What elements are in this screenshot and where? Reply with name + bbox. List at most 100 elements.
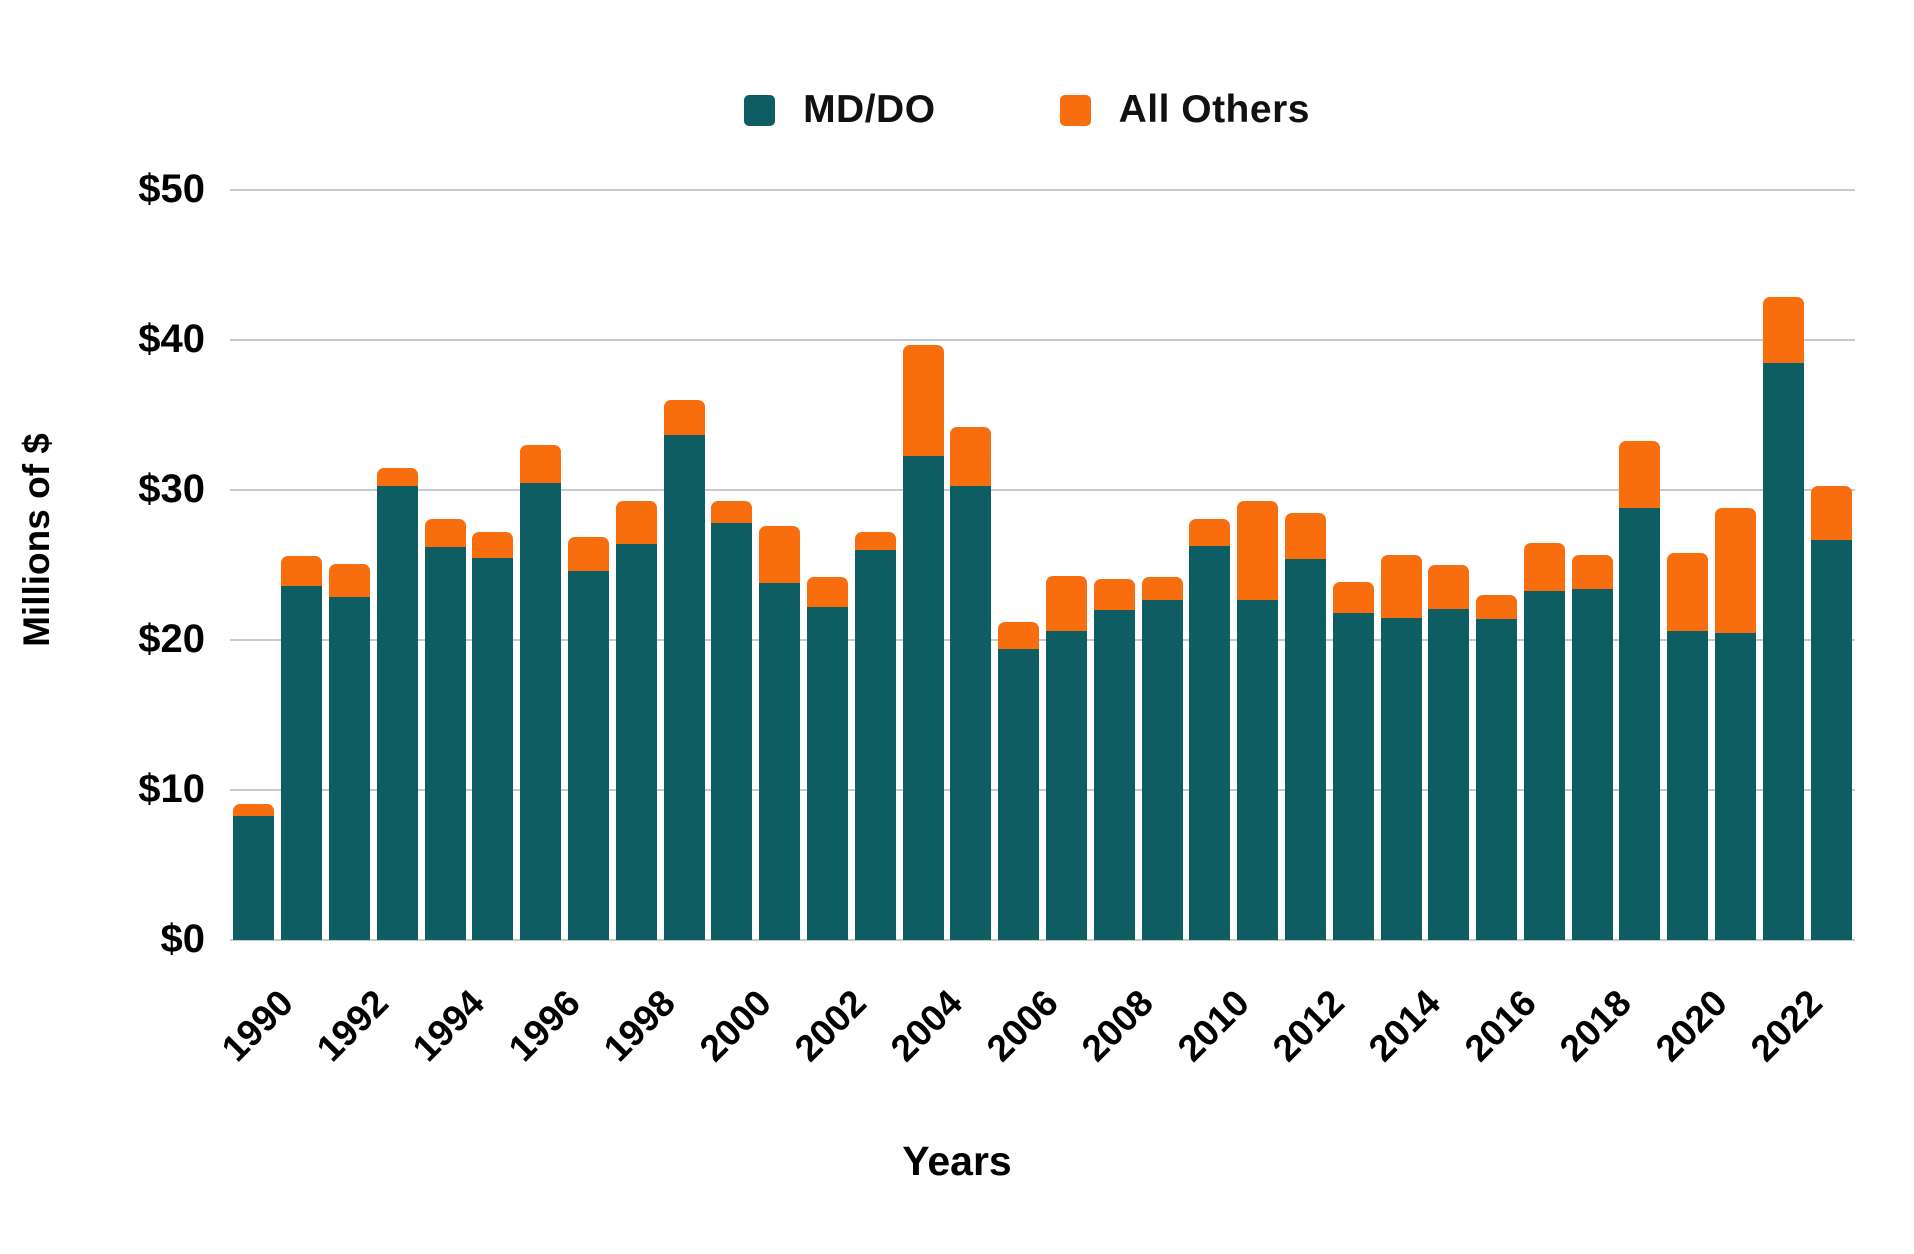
bar-2023-all-others-segment: [1810, 485, 1852, 540]
bar-1991-all-others-segment: [281, 556, 323, 586]
x-tick-label-1992: 1992: [309, 982, 397, 1070]
bar-1993-mddo-segment: [376, 485, 418, 940]
bar-2016-all-others-segment: [1476, 595, 1517, 619]
bar-2011-mddo-segment: [1237, 599, 1279, 940]
legend-item-mddo: MD/DO: [744, 88, 936, 132]
bar-2000-all-others-segment: [711, 500, 753, 523]
y-tick-label-20: $20: [138, 617, 205, 661]
x-tick-label-2008: 2008: [1073, 982, 1162, 1070]
bar-1999-all-others-segment: [663, 400, 705, 435]
bar-2009-all-others-segment: [1141, 577, 1183, 600]
bar-2014-mddo-segment: [1380, 617, 1422, 940]
bar-2007-mddo-segment: [1045, 631, 1087, 940]
x-tick-label-2006: 2006: [978, 982, 1066, 1070]
bar-2019-all-others-segment: [1619, 440, 1661, 508]
bar-1995-mddo-segment: [472, 557, 514, 940]
bar-1996-mddo-segment: [520, 482, 562, 940]
bar-2022-all-others-segment: [1762, 296, 1804, 363]
bar-2004-mddo-segment: [902, 455, 944, 940]
bar-2002-all-others-segment: [806, 577, 848, 607]
x-tick-label-1990: 1990: [213, 982, 301, 1070]
bar-1997-all-others-segment: [568, 536, 609, 571]
bar-2021-all-others-segment: [1715, 508, 1756, 633]
bar-1992-all-others-segment: [329, 563, 370, 597]
bar-2005-mddo-segment: [950, 485, 992, 940]
x-tick-label-2012: 2012: [1265, 982, 1353, 1070]
bar-2012-all-others-segment: [1284, 512, 1326, 559]
x-tick-label-2000: 2000: [691, 982, 779, 1070]
bar-1990-mddo-segment: [233, 815, 275, 940]
bar-1994-mddo-segment: [424, 547, 466, 940]
x-tick-label-2020: 2020: [1647, 982, 1735, 1070]
bar-2016-mddo-segment: [1476, 619, 1517, 940]
bar-2004-all-others-segment: [902, 344, 944, 456]
bar-2017-mddo-segment: [1523, 590, 1565, 940]
bar-2022-mddo-segment: [1762, 362, 1804, 940]
bar-2001-mddo-segment: [759, 583, 801, 940]
x-tick-label-2016: 2016: [1456, 982, 1544, 1070]
mddo-swatch-icon: [744, 94, 776, 126]
gridline-40: [230, 339, 1855, 341]
bar-2015-mddo-segment: [1428, 608, 1470, 940]
bar-2019-mddo-segment: [1619, 508, 1661, 940]
bar-2010-all-others-segment: [1189, 518, 1231, 546]
y-tick-label-40: $40: [138, 317, 205, 361]
all-others-swatch-icon: [1059, 94, 1091, 126]
legend-item-all-others: All Others: [1059, 88, 1310, 132]
gridline-10: [230, 789, 1855, 791]
bar-2010-mddo-segment: [1189, 545, 1231, 940]
bar-2023-mddo-segment: [1810, 539, 1852, 940]
gridline-20: [230, 639, 1855, 641]
x-tick-label-2004: 2004: [882, 982, 970, 1070]
bar-2002-mddo-segment: [806, 607, 848, 940]
plot-area: [230, 189, 1855, 941]
bar-2012-mddo-segment: [1284, 559, 1326, 940]
bar-2013-mddo-segment: [1332, 613, 1374, 940]
bar-2009-mddo-segment: [1141, 599, 1183, 940]
bar-2003-mddo-segment: [854, 550, 896, 940]
x-tick-label-2002: 2002: [787, 982, 875, 1070]
legend-label-mddo: MD/DO: [803, 88, 936, 131]
y-tick-label-30: $30: [138, 467, 205, 511]
y-tick-label-10: $10: [138, 767, 205, 811]
bar-1993-all-others-segment: [376, 467, 418, 486]
y-axis-title: Millions of $: [16, 433, 57, 647]
bar-1990-all-others-segment: [233, 803, 275, 816]
bar-2021-mddo-segment: [1715, 632, 1756, 940]
bar-1997-mddo-segment: [568, 571, 609, 940]
gridline-50: [230, 189, 1855, 191]
y-tick-label-50: $50: [138, 167, 205, 211]
bar-2008-all-others-segment: [1093, 578, 1135, 610]
gridline-0: [230, 939, 1855, 941]
gridline-30: [230, 489, 1855, 491]
bar-1992-mddo-segment: [329, 596, 370, 940]
bar-1996-all-others-segment: [520, 445, 562, 483]
bar-2008-mddo-segment: [1093, 610, 1135, 940]
bar-1995-all-others-segment: [472, 532, 514, 558]
x-tick-label-2014: 2014: [1360, 982, 1448, 1070]
bar-1998-all-others-segment: [615, 500, 657, 544]
legend-label-all-others: All Others: [1118, 88, 1310, 131]
bar-2006-all-others-segment: [998, 622, 1040, 649]
bar-2020-all-others-segment: [1667, 553, 1709, 631]
bar-2007-all-others-segment: [1045, 575, 1087, 631]
bar-2005-all-others-segment: [950, 427, 992, 486]
x-tick-label-1994: 1994: [404, 982, 493, 1070]
bar-2003-all-others-segment: [854, 532, 896, 550]
bar-1994-all-others-segment: [424, 518, 466, 547]
bar-2011-all-others-segment: [1237, 500, 1279, 600]
bar-2018-mddo-segment: [1571, 589, 1613, 940]
x-tick-label-2018: 2018: [1551, 982, 1640, 1070]
bar-2020-mddo-segment: [1667, 631, 1709, 940]
bar-2000-mddo-segment: [711, 523, 753, 940]
x-axis-title: Years: [902, 1138, 1012, 1184]
bar-2013-all-others-segment: [1332, 581, 1374, 613]
x-tick-label-1998: 1998: [596, 982, 684, 1070]
bar-2001-all-others-segment: [759, 526, 801, 583]
legend: MD/DO All Others: [70, 88, 1914, 132]
bar-2006-mddo-segment: [998, 649, 1040, 940]
bar-2018-all-others-segment: [1571, 554, 1613, 589]
x-tick-label-1996: 1996: [500, 982, 588, 1070]
bar-1999-mddo-segment: [663, 434, 705, 940]
